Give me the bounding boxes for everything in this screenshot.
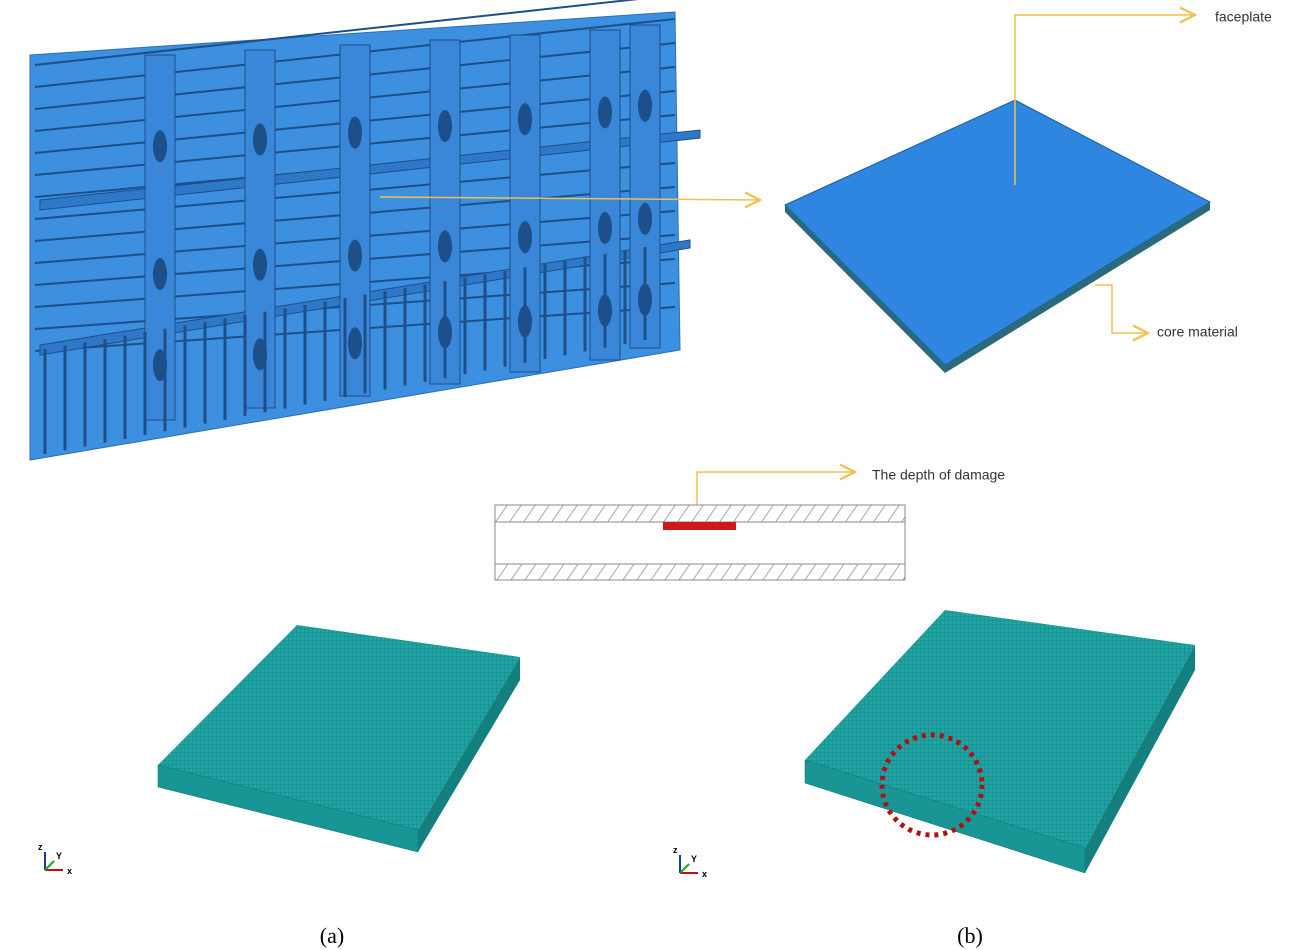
triad-y: Y	[691, 854, 697, 864]
triad-z: z	[673, 845, 678, 855]
cutout	[438, 110, 452, 142]
mesh-model-a	[158, 625, 520, 852]
damage-depth-label: The depth of damage	[872, 467, 1005, 483]
core-material-label: core material	[1157, 324, 1238, 340]
cutout	[638, 203, 652, 235]
cutout	[253, 249, 267, 281]
cutout	[638, 90, 652, 122]
cutout	[518, 103, 532, 135]
ship-structure	[30, 0, 700, 460]
cutout	[348, 240, 362, 272]
cutout	[153, 258, 167, 290]
sandwich-plate	[785, 100, 1210, 373]
triad-y: Y	[56, 851, 62, 861]
axis-triads: z Yx z Yx	[38, 842, 707, 879]
cutout	[598, 212, 612, 244]
triad-x: x	[702, 869, 707, 879]
cutout	[438, 230, 452, 262]
cutout	[348, 117, 362, 149]
cutout	[518, 221, 532, 253]
caption-a: (a)	[320, 923, 344, 948]
triad-axis	[45, 861, 54, 870]
cross-section	[495, 505, 905, 580]
cutout	[348, 327, 362, 359]
caption-b: (b)	[957, 923, 983, 948]
cutout	[153, 130, 167, 162]
triad-x: x	[67, 866, 72, 876]
figure: faceplate core material The depth of dam…	[0, 0, 1293, 950]
cutout	[253, 124, 267, 156]
triad-z: z	[38, 842, 43, 852]
faceplate-label: faceplate	[1215, 9, 1272, 25]
triad-axis	[680, 864, 689, 873]
mesh-model-b	[805, 610, 1195, 873]
cutout	[598, 97, 612, 129]
